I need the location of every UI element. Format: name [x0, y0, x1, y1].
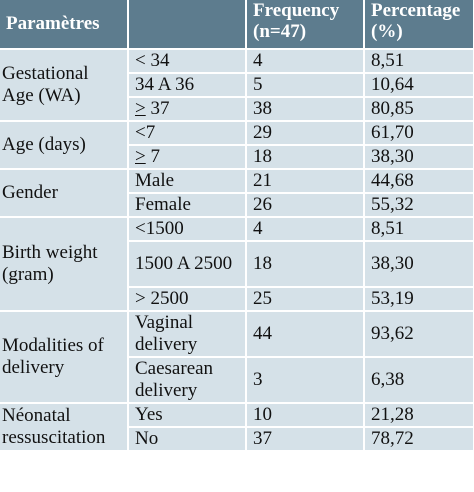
- percentage-cell: 53,19: [364, 286, 474, 311]
- group-label-neonatal-ressuscitation: Néonatal ressuscitation: [0, 402, 129, 450]
- category-cell: Vaginal delivery: [128, 310, 247, 357]
- header-frequency: Frequency (n=47): [246, 0, 365, 49]
- category-cell: > 7: [128, 144, 247, 169]
- header-parametres-label: Paramètres: [6, 13, 100, 34]
- header-frequency-line2: (n=47): [253, 21, 307, 42]
- table-row: > 7 18 38,30: [0, 144, 474, 169]
- table-row: 34 A 36 5 10,64: [0, 72, 474, 97]
- category-cell: 34 A 36: [128, 72, 247, 97]
- frequency-cell: 10: [246, 402, 365, 427]
- table-row: No 37 78,72: [0, 426, 474, 450]
- frequency-cell: 18: [246, 144, 365, 169]
- percentage-cell: 80,85: [364, 96, 474, 121]
- frequency-cell: 29: [246, 120, 365, 145]
- frequency-cell: 4: [246, 216, 365, 241]
- header-parametres: Paramètres: [0, 0, 129, 49]
- percentage-cell: 21,28: [364, 402, 474, 427]
- table-row: Néonatal ressuscitation Yes 10 21,28: [0, 402, 474, 450]
- frequency-cell: 5: [246, 72, 365, 97]
- percentage-cell: 6,38: [364, 356, 474, 403]
- frequency-cell: 4: [246, 48, 365, 73]
- table-row: Birth weight (gram) <1500 4 8,51: [0, 216, 474, 311]
- group-label-birth-weight: Birth weight (gram): [0, 216, 129, 311]
- header-percentage-line1: Percentage: [371, 0, 461, 21]
- percentage-cell: 38,30: [364, 144, 474, 169]
- category-cell: 1500 A 2500: [128, 240, 247, 287]
- category-cell: No: [128, 426, 247, 450]
- table-row: Caesarean delivery 3 6,38: [0, 356, 474, 403]
- category-cell: Female: [128, 192, 247, 217]
- header-frequency-line1: Frequency: [253, 0, 340, 21]
- table-row: 1500 A 2500 18 38,30: [0, 240, 474, 287]
- percentage-cell: 78,72: [364, 426, 474, 450]
- category-cell: < 34: [128, 48, 247, 73]
- header-percentage-line2: (%): [371, 21, 403, 42]
- header-empty: [128, 0, 247, 49]
- frequency-cell: 25: [246, 286, 365, 311]
- frequency-cell: 21: [246, 168, 365, 193]
- percentage-cell: 55,32: [364, 192, 474, 217]
- category-cell: Yes: [128, 402, 247, 427]
- frequency-cell: 44: [246, 310, 365, 357]
- percentage-cell: 61,70: [364, 120, 474, 145]
- table-row: Gender Male 21 44,68: [0, 168, 474, 217]
- percentage-cell: 10,64: [364, 72, 474, 97]
- table-row: Female 26 55,32: [0, 192, 474, 217]
- table-row: Modalities of delivery Vaginal delivery …: [0, 310, 474, 403]
- category-cell: Caesarean delivery: [128, 356, 247, 403]
- table-row: Gestational Age (WA) < 34 4 8,51: [0, 48, 474, 121]
- group-label-modalities-of-delivery: Modalities of delivery: [0, 310, 129, 403]
- frequency-cell: 37: [246, 426, 365, 450]
- frequency-cell: 38: [246, 96, 365, 121]
- category-cell: <1500: [128, 216, 247, 241]
- frequency-cell: 3: [246, 356, 365, 403]
- frequency-cell: 18: [246, 240, 365, 287]
- group-label-gestational-age: Gestational Age (WA): [0, 48, 129, 121]
- percentage-cell: 38,30: [364, 240, 474, 287]
- table-row: > 2500 25 53,19: [0, 286, 474, 311]
- header-percentage: Percentage (%): [364, 0, 474, 49]
- table-row: Age (days) <7 29 61,70: [0, 120, 474, 169]
- frequency-cell: 26: [246, 192, 365, 217]
- greater-equal-sign: >: [135, 146, 146, 167]
- group-label-gender: Gender: [0, 168, 129, 217]
- percentage-cell: 44,68: [364, 168, 474, 193]
- percentage-cell: 8,51: [364, 48, 474, 73]
- percentage-cell: 93,62: [364, 310, 474, 357]
- percentage-cell: 8,51: [364, 216, 474, 241]
- data-table: Paramètres Frequency (n=47) Percentage (…: [0, 0, 474, 450]
- group-label-age-days: Age (days): [0, 120, 129, 169]
- table-row: > 37 38 80,85: [0, 96, 474, 121]
- category-cell: Male: [128, 168, 247, 193]
- category-cell: > 37: [128, 96, 247, 121]
- category-cell: > 2500: [128, 286, 247, 311]
- greater-equal-sign: >: [135, 98, 146, 119]
- category-cell: <7: [128, 120, 247, 145]
- header-row: Paramètres Frequency (n=47) Percentage (…: [0, 0, 474, 49]
